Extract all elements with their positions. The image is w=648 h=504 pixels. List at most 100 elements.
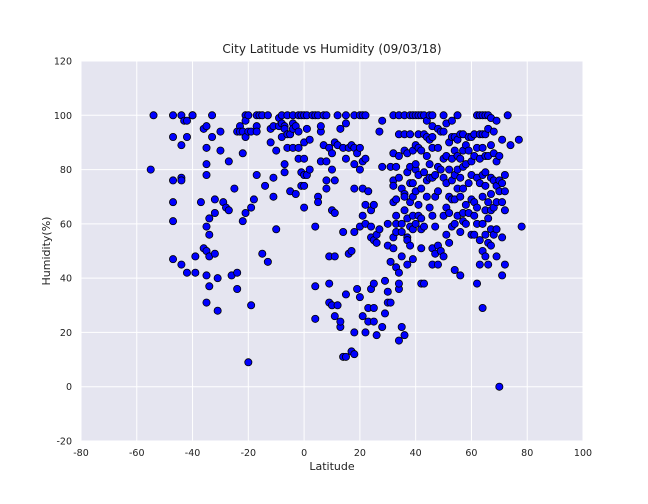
y-tick-label: 60 xyxy=(60,219,72,230)
data-point xyxy=(322,157,331,166)
data-point xyxy=(378,322,387,331)
data-point xyxy=(202,298,211,307)
data-point xyxy=(500,206,509,215)
data-point xyxy=(341,119,350,128)
data-point xyxy=(202,222,211,231)
data-point xyxy=(484,260,493,269)
data-point xyxy=(372,331,381,340)
data-point xyxy=(210,195,219,204)
data-point xyxy=(305,135,314,144)
data-point xyxy=(330,252,339,261)
data-point xyxy=(492,225,501,234)
data-point xyxy=(428,111,437,120)
data-point xyxy=(294,143,303,152)
data-point xyxy=(439,252,448,261)
data-point xyxy=(300,181,309,190)
data-point xyxy=(350,328,359,337)
data-point xyxy=(316,122,325,131)
data-point xyxy=(464,146,473,155)
data-point xyxy=(386,298,395,307)
data-point xyxy=(394,268,403,277)
grid xyxy=(80,60,584,442)
data-point xyxy=(397,227,406,236)
data-point xyxy=(322,176,331,185)
data-point xyxy=(341,290,350,299)
data-point xyxy=(341,154,350,163)
data-point xyxy=(311,222,320,231)
x-tick-label: -20 xyxy=(241,448,257,459)
x-axis-label: Latitude xyxy=(309,460,355,473)
data-point xyxy=(375,225,384,234)
data-point xyxy=(500,260,509,269)
data-point xyxy=(450,265,459,274)
data-point xyxy=(481,181,490,190)
data-point xyxy=(202,122,211,131)
data-point xyxy=(394,336,403,345)
data-point xyxy=(252,127,261,136)
data-point xyxy=(213,306,222,315)
data-point xyxy=(169,217,178,226)
data-point xyxy=(350,227,359,236)
x-tick-label: 20 xyxy=(354,448,366,459)
data-point xyxy=(191,268,200,277)
data-point xyxy=(169,132,178,141)
data-point xyxy=(336,124,345,133)
y-axis-label: Humidity(%) xyxy=(40,217,53,286)
data-point xyxy=(350,350,359,359)
data-point xyxy=(272,146,281,155)
data-point xyxy=(361,200,370,209)
data-point xyxy=(478,219,487,228)
data-points xyxy=(146,111,526,391)
data-point xyxy=(389,244,398,253)
data-point xyxy=(431,222,440,231)
data-point xyxy=(339,227,348,236)
data-point xyxy=(478,192,487,201)
data-point xyxy=(417,244,426,253)
data-point xyxy=(355,165,364,174)
data-point xyxy=(420,279,429,288)
y-axis-ticks: -20 0 20 40 60 80 100 120 xyxy=(54,57,72,448)
data-point xyxy=(392,195,401,204)
data-point xyxy=(431,170,440,179)
data-point xyxy=(361,154,370,163)
data-point xyxy=(177,176,186,185)
data-point xyxy=(420,222,429,231)
data-point xyxy=(353,284,362,293)
data-point xyxy=(489,127,498,136)
data-point xyxy=(417,214,426,223)
x-tick-label: -80 xyxy=(73,448,89,459)
data-point xyxy=(327,149,336,158)
data-point xyxy=(433,187,442,196)
x-tick-label: 60 xyxy=(465,448,477,459)
data-point xyxy=(350,160,359,169)
data-point xyxy=(436,165,445,174)
data-point xyxy=(500,170,509,179)
data-point xyxy=(169,111,178,120)
y-tick-label: 120 xyxy=(54,57,72,68)
data-point xyxy=(408,179,417,188)
data-point xyxy=(294,127,303,136)
data-point xyxy=(182,132,191,141)
data-point xyxy=(263,111,272,120)
data-point xyxy=(478,303,487,312)
data-point xyxy=(433,143,442,152)
x-tick-label: 100 xyxy=(574,448,592,459)
data-point xyxy=(375,127,384,136)
data-point xyxy=(169,198,178,207)
data-point xyxy=(386,257,395,266)
data-point xyxy=(383,219,392,228)
data-point xyxy=(392,211,401,220)
x-tick-label: 80 xyxy=(521,448,533,459)
data-point xyxy=(233,268,242,277)
data-point xyxy=(350,184,359,193)
data-point xyxy=(475,236,484,245)
data-point xyxy=(378,162,387,171)
data-point xyxy=(481,252,490,261)
data-point xyxy=(202,160,211,169)
data-point xyxy=(330,208,339,217)
data-point xyxy=(202,143,211,152)
data-point xyxy=(230,184,239,193)
data-point xyxy=(500,187,509,196)
data-point xyxy=(422,151,431,160)
